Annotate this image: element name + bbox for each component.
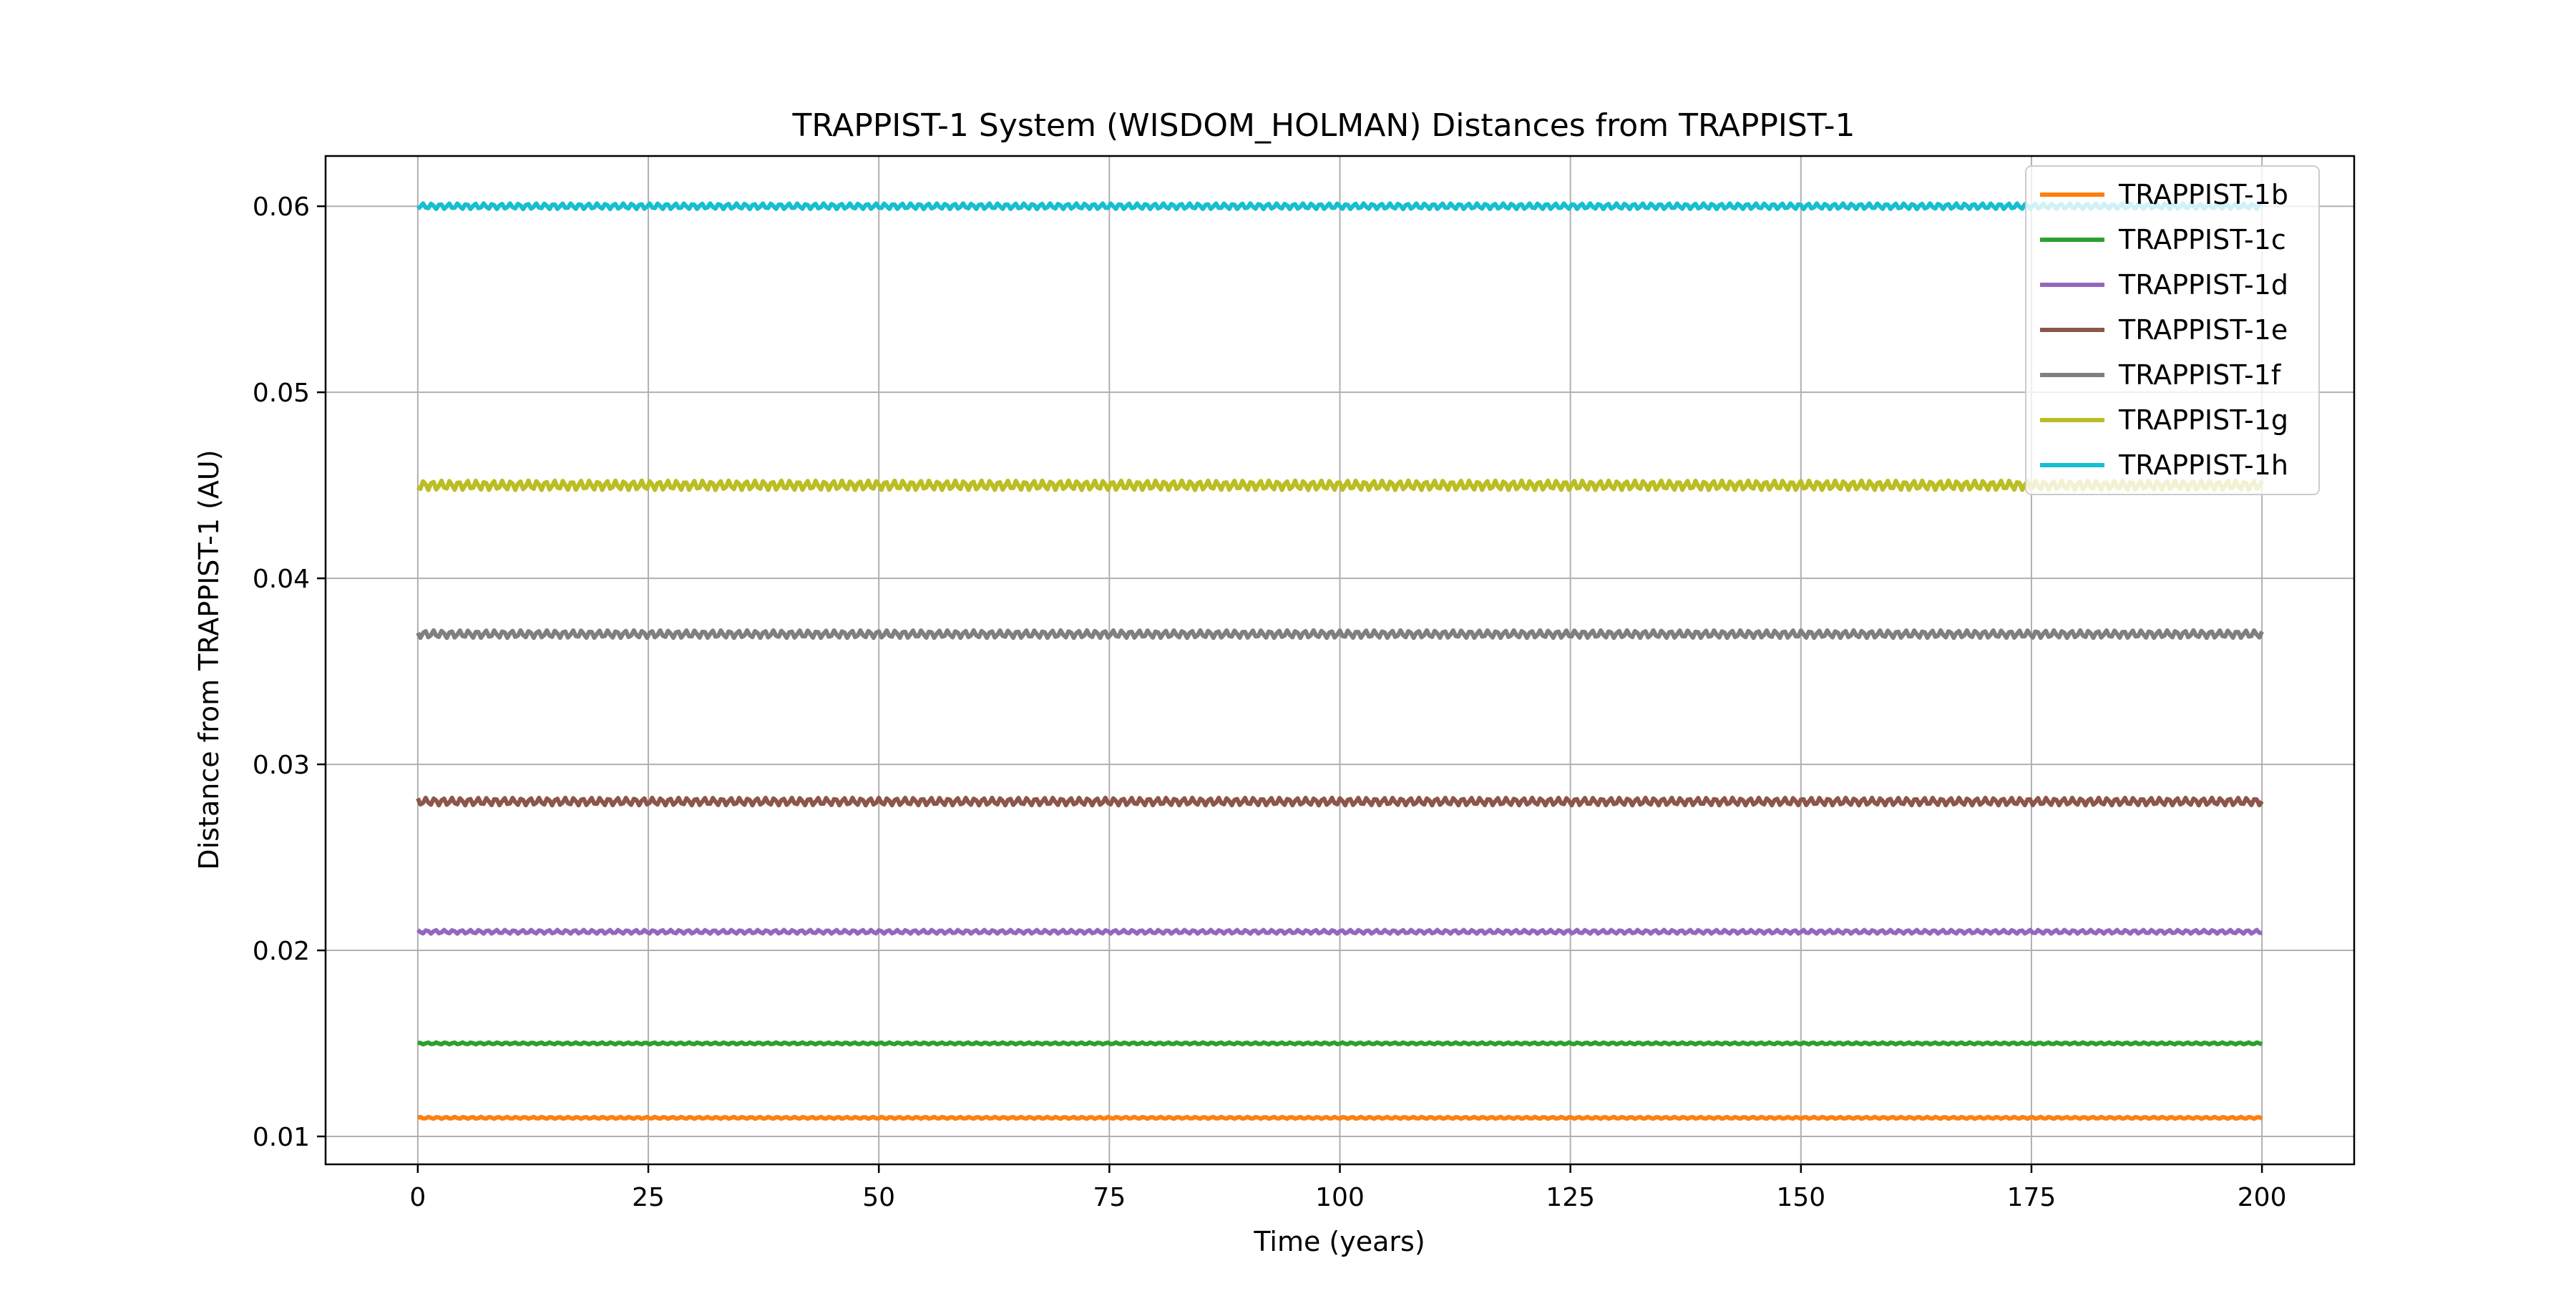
legend-label-trappist-1d: TRAPPIST-1d (2118, 269, 2288, 301)
legend-label-trappist-1e: TRAPPIST-1e (2118, 314, 2288, 346)
series-line-trappist-1h (416, 201, 2263, 212)
x-tick-label: 125 (1546, 1183, 1595, 1212)
y-axis-label: Distance from TRAPPIST-1 (AU) (193, 449, 225, 869)
x-tick-label: 25 (632, 1183, 665, 1212)
x-tick-label: 75 (1093, 1183, 1126, 1212)
x-axis-ticks: 0 25 50 75 100 125 150 175 200 (409, 1164, 2286, 1212)
series-line-trappist-1f (416, 628, 2264, 640)
series-line-trappist-1c (417, 1040, 2263, 1047)
x-tick-label: 175 (2007, 1183, 2057, 1212)
grid-lines (326, 156, 2354, 1164)
series-group (416, 201, 2264, 1121)
chart-title: TRAPPIST-1 System (WISDOM_HOLMAN) Distan… (791, 107, 1855, 144)
legend-label-trappist-1b: TRAPPIST-1b (2118, 179, 2288, 210)
legend-label-trappist-1c: TRAPPIST-1c (2118, 224, 2286, 255)
y-tick-label: 0.04 (253, 565, 310, 594)
x-tick-label: 50 (862, 1183, 895, 1212)
series-line-trappist-1g (416, 478, 2264, 492)
x-tick-label: 200 (2238, 1183, 2287, 1212)
legend-label-trappist-1f: TRAPPIST-1f (2118, 359, 2282, 391)
legend-label-trappist-1h: TRAPPIST-1h (2118, 449, 2288, 481)
series-line-trappist-1d (416, 927, 2263, 936)
y-tick-label: 0.06 (253, 193, 310, 222)
y-tick-label: 0.03 (253, 751, 310, 780)
y-axis-ticks: 0.01 0.02 0.03 0.04 0.05 0.06 (253, 193, 326, 1152)
legend: TRAPPIST-1b TRAPPIST-1c TRAPPIST-1d TRAPPIS… (2025, 165, 2320, 495)
x-tick-label: 0 (409, 1183, 426, 1212)
y-tick-label: 0.02 (253, 937, 310, 966)
y-tick-label: 0.01 (253, 1123, 310, 1152)
x-tick-label: 150 (1776, 1183, 1825, 1212)
y-tick-label: 0.05 (253, 379, 310, 408)
series-line-trappist-1e (416, 795, 2264, 808)
x-axis-label: Time (years) (1253, 1226, 1425, 1257)
x-tick-label: 100 (1315, 1183, 1365, 1212)
series-line-trappist-1b (416, 1114, 2263, 1121)
legend-label-trappist-1g: TRAPPIST-1g (2118, 404, 2288, 436)
legend-box (2025, 165, 2320, 495)
